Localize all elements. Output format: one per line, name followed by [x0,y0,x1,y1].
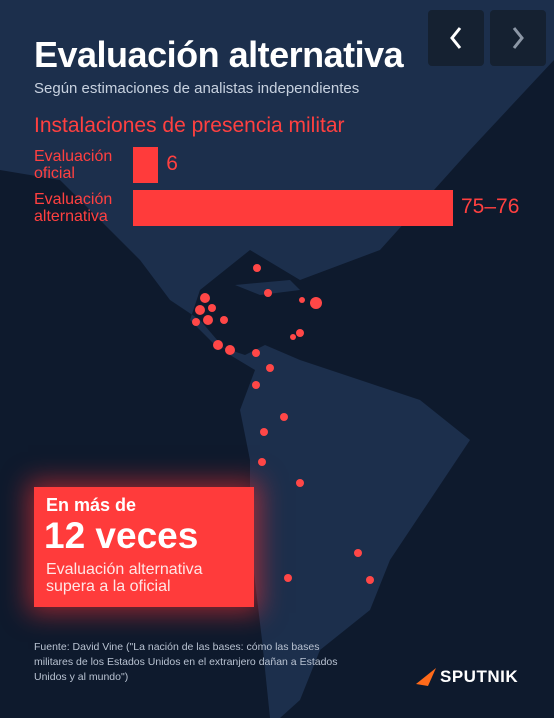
caribbean-island [235,280,300,295]
prev-button[interactable] [428,10,484,66]
subtitle: Según estimaciones de analistas independ… [34,80,360,97]
bar [133,190,453,226]
value-label: 75–76 [461,195,520,218]
bar [133,147,159,183]
value-label: 6 [166,152,178,175]
callout-headline: 12 veces [44,515,199,556]
callout-lead: En más de [46,495,137,515]
brand: SPUTNIK [440,667,519,686]
source: Fuente: David Vine ("La nación de las ba… [34,641,338,683]
next-icon [512,27,524,49]
category-label: Evaluación oficial [34,148,113,182]
brand-logo [416,668,436,686]
callout-text: Evaluación alternativa supera a la ofici… [46,561,203,595]
category-label: Evaluación alternativa [34,191,113,225]
title: Evaluación alternativa [34,34,404,75]
callout: En más de 12 veces Evaluación alternativ… [34,487,254,607]
chart-title: Instalaciones de presencia militar [34,114,345,137]
prev-icon [450,27,462,49]
next-button[interactable] [490,10,546,66]
bar-chart: Evaluación oficial 6 Evaluación alternativ… [0,0,554,240]
base-dots [192,264,374,584]
